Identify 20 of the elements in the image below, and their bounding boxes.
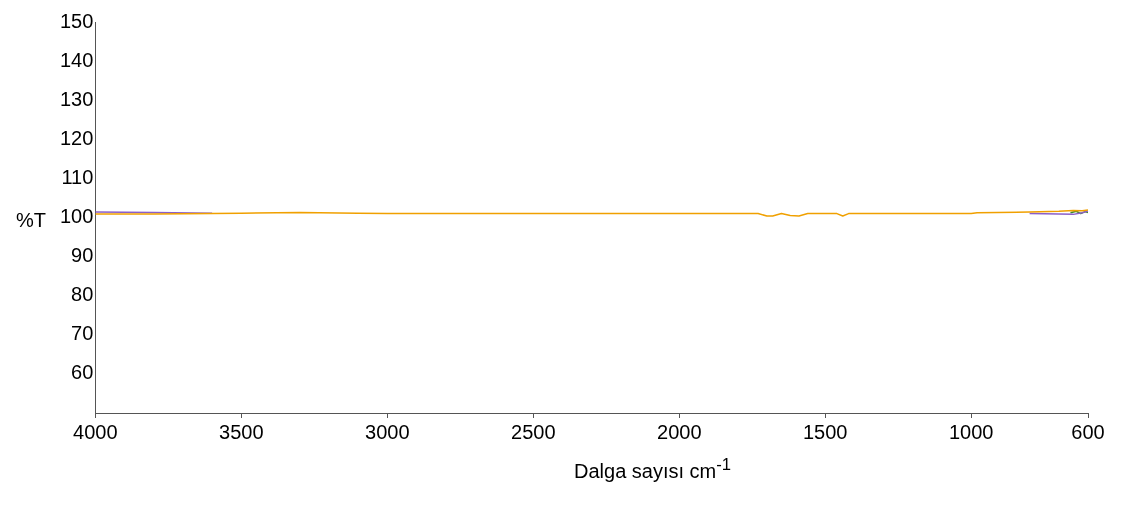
y-tick-label: 150 (59, 9, 94, 32)
x-tick-label: 600 (1071, 420, 1105, 443)
y-tick-label: 60 (71, 361, 94, 384)
y-tick-label: 140 (59, 48, 94, 71)
x-tick-label: 2000 (657, 420, 702, 443)
x-tick-label: 3500 (219, 420, 264, 443)
x-tick-label: 2500 (511, 420, 556, 443)
x-tick-label: 1000 (948, 420, 994, 443)
y-tick-label: 110 (61, 165, 94, 188)
y-tick-label: 100 (59, 205, 94, 228)
y-tick-label: 130 (59, 87, 94, 110)
y-tick-label: 120 (59, 126, 94, 149)
y-tick-label: 90 (71, 244, 94, 267)
y-tick-label: 70 (71, 322, 94, 345)
y-tick-label: 80 (71, 283, 94, 306)
x-tick-label: 1500 (802, 420, 848, 443)
y-axis-title: %T (16, 209, 46, 232)
x-tick-label: 3000 (365, 420, 410, 443)
x-tick-label: 4000 (73, 420, 118, 443)
x-axis-title: Dalga sayısı cm$^{-1}$ (574, 455, 732, 483)
